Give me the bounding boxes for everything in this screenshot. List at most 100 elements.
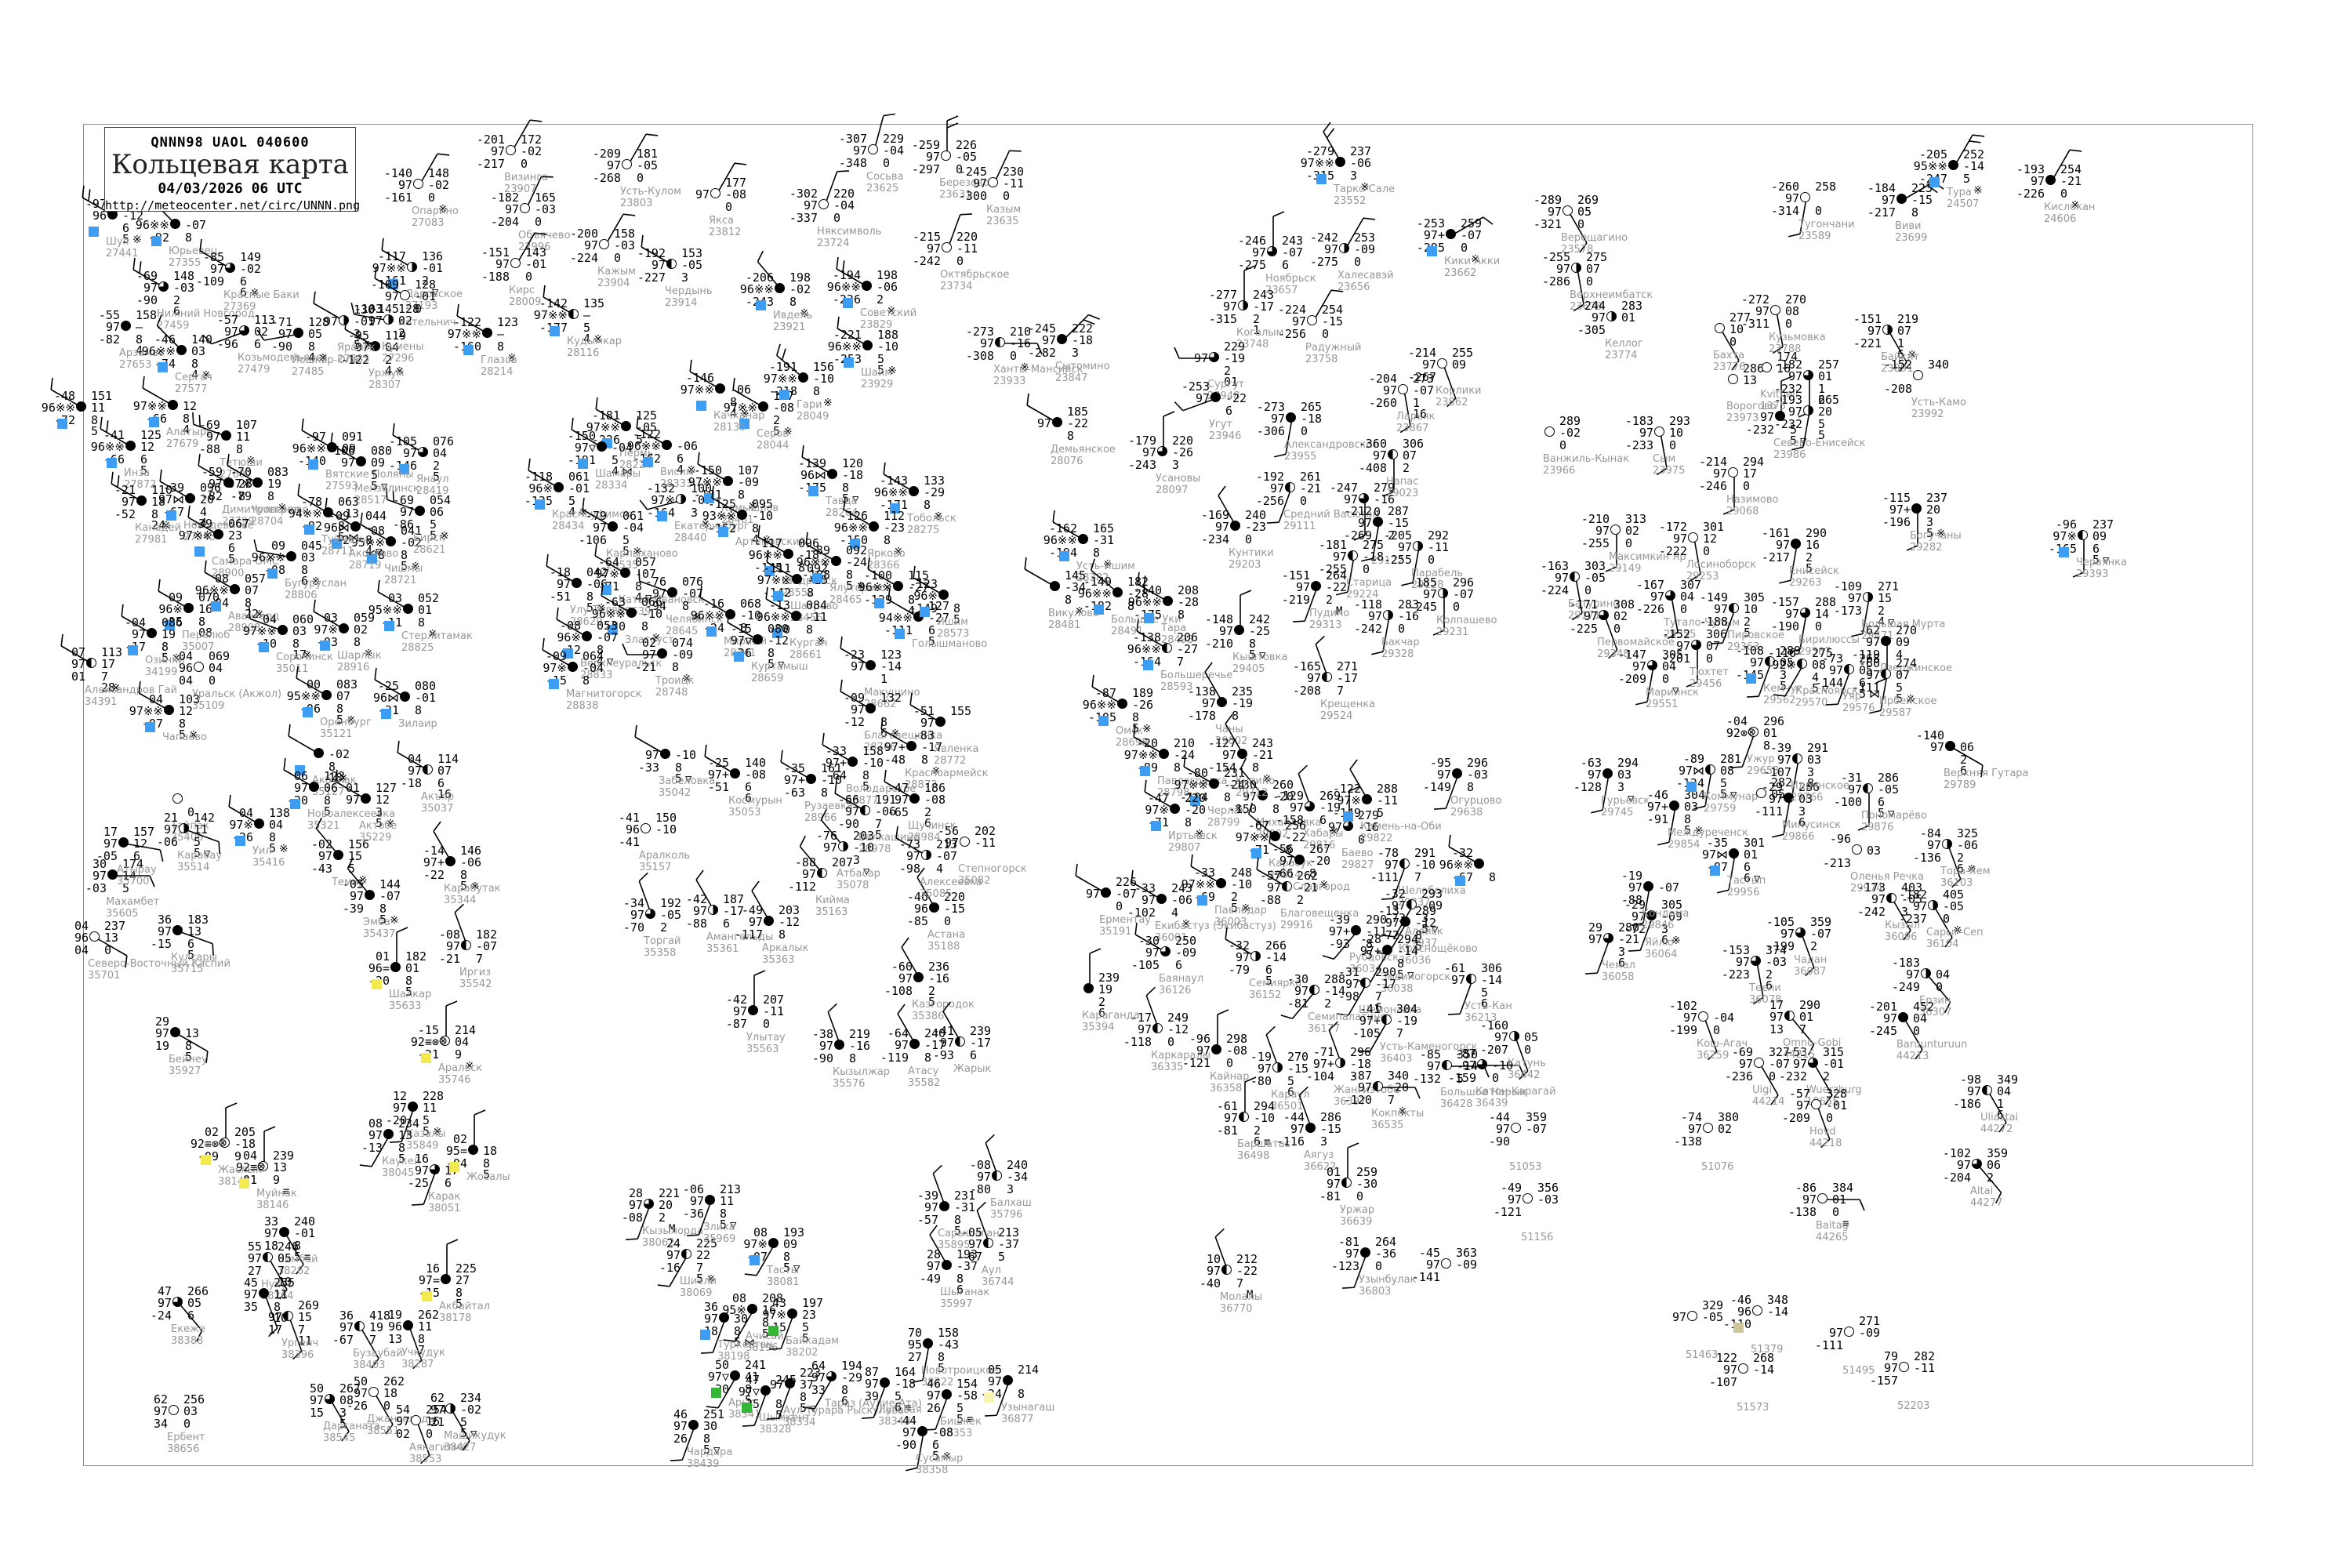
station-name: Шыганак (940, 1287, 990, 1298)
precip-marker-square (463, 345, 474, 355)
precip-marker-square (145, 722, 155, 732)
station-id: 27369 (223, 301, 256, 313)
station-pressure-tendency: -17 (970, 1036, 992, 1050)
station-dewpoint: -118 (1123, 1035, 1152, 1049)
station-pressure-tendency: -03 (173, 281, 195, 295)
station-weather-group: 97※※ (680, 383, 714, 397)
precip-marker-square (1151, 821, 1161, 831)
station-weather-group: 97※ (543, 661, 567, 675)
station-weather-group: 97※ (227, 477, 252, 491)
station-pressure-tendency: 02 (254, 325, 269, 339)
station-pressure-tendency: 09 (1452, 358, 1467, 372)
station-dewpoint: -232 (1773, 417, 1802, 431)
station-weather-group: 97 (154, 1026, 169, 1040)
station-name: Виви (1895, 220, 1922, 232)
station-id: 29203 (1229, 559, 1261, 571)
station-name: Уил (252, 845, 272, 857)
station-pressure-tendency: 16 (1806, 538, 1820, 552)
cloud-cover-circle (1751, 956, 1761, 966)
station-pressure-tendency: 13 (273, 1160, 288, 1174)
station-id: 23662 (1444, 267, 1477, 279)
station-id: 35163 (815, 906, 848, 918)
station-dewpoint: -209 (1617, 672, 1646, 686)
station-weather-group: 97 (495, 257, 510, 271)
station-pressure-tendency: -01 (1826, 1098, 1848, 1112)
station-dewpoint: -98 (898, 862, 920, 876)
station-dewpoint: -136 (1912, 851, 1941, 865)
station-dewpoint: -79 (230, 489, 252, 503)
cloud-cover-circle (239, 325, 249, 336)
station-cloud-amount: 8 (336, 702, 344, 716)
precip-marker-square (1427, 246, 1437, 256)
station-weather-group: 96※※ (194, 583, 229, 597)
cloud-cover-circle (383, 314, 394, 325)
station-id: 28916 (337, 662, 370, 673)
station-name: Акъяр (421, 791, 455, 803)
station-name: Глазов (481, 354, 517, 366)
station-name: Ивдель (773, 310, 813, 321)
station-pressure-tendency: -11 (1914, 1361, 1936, 1375)
station-id: 35542 (459, 978, 492, 990)
cloud-cover-circle (1474, 858, 1484, 869)
map-title: Кольцевая карта (111, 149, 349, 180)
station-cloud-type: 5 (336, 713, 344, 727)
station-name: Канадей (135, 522, 182, 534)
station-pressure: 128 (308, 315, 330, 329)
station-dewpoint: -63 (783, 786, 805, 800)
station-weather-group: 97 (1547, 205, 1562, 219)
station-cloud-amount: 0 (1743, 479, 1751, 493)
cloud-cover-circle (1942, 839, 1952, 849)
station-name: Hovd (1809, 1126, 1836, 1138)
station-weather-group: 97 (1294, 984, 1308, 998)
station-name: Колпашево (1436, 615, 1497, 626)
station-weather-group: 97 (1343, 492, 1358, 506)
precip-marker-square (812, 573, 822, 583)
cloud-cover-circle (1250, 951, 1261, 961)
station-weather-group: 96※※ (251, 550, 285, 564)
cloud-cover-circle (1216, 878, 1226, 888)
station-weather-group: 97 (976, 1170, 991, 1184)
station-pressure: 060 (292, 612, 314, 626)
station-weather-group: 97 (1682, 1011, 1697, 1025)
station-weather-group: 97 (1290, 1122, 1305, 1136)
station-cloud-amount: 8 (672, 660, 680, 674)
station-pressure-tendency: 06 (1960, 740, 1975, 754)
station-name: Чулпаново (251, 504, 309, 516)
station-name: Молалы (1220, 1291, 1263, 1303)
station-weather-group: 97 (121, 495, 136, 509)
cloud-cover-circle (923, 1338, 933, 1348)
station-id: 28573 (937, 628, 970, 640)
station-id: 27577 (175, 383, 208, 395)
station-pressure: 151 (91, 389, 113, 403)
station-weather-group: 97 (666, 1248, 681, 1262)
station-pressure-tendency: 04 (1662, 659, 1677, 673)
station-dewpoint: -121 (1181, 1056, 1210, 1070)
station-cloud-amount: 5 (1963, 172, 1971, 186)
station-temperature: -48 (53, 389, 75, 403)
station-weather-group: 97 (1628, 880, 1642, 895)
station-pressure-tendency: -03 (1537, 1192, 1559, 1207)
station-name: Аркалык (762, 942, 809, 954)
station-weather-group: 97 (105, 320, 120, 334)
cloud-cover-circle (1602, 768, 1613, 779)
station-cloud-amount: 0 (1301, 424, 1308, 438)
station-weather-group: 97 (353, 1386, 368, 1400)
station-pressure-tendency: 01 (1744, 848, 1759, 862)
station-temperature: 09 (168, 590, 183, 604)
station-id: 34199 (145, 666, 178, 678)
cloud-cover-circle (172, 925, 183, 935)
station-dewpoint: 39 (864, 1389, 879, 1403)
station-name: Кунтики (1229, 547, 1274, 559)
station-name: Чардара (687, 1446, 733, 1458)
station-dewpoint: -154 (1207, 760, 1236, 775)
cloud-cover-circle (1898, 1012, 1908, 1022)
station-dewpoint: -208 (1292, 684, 1321, 698)
station-weather-group: 97 (1142, 445, 1156, 459)
station-dewpoint: -286 (1541, 274, 1570, 289)
cloud-cover-circle (938, 590, 949, 600)
cloud-cover-circle (1754, 1058, 1764, 1068)
station-dewpoint: -22 (423, 868, 445, 882)
station-dewpoint: -86 (392, 517, 414, 532)
station-pressure: 083 (267, 465, 289, 479)
station-dewpoint: -90 (270, 339, 292, 354)
